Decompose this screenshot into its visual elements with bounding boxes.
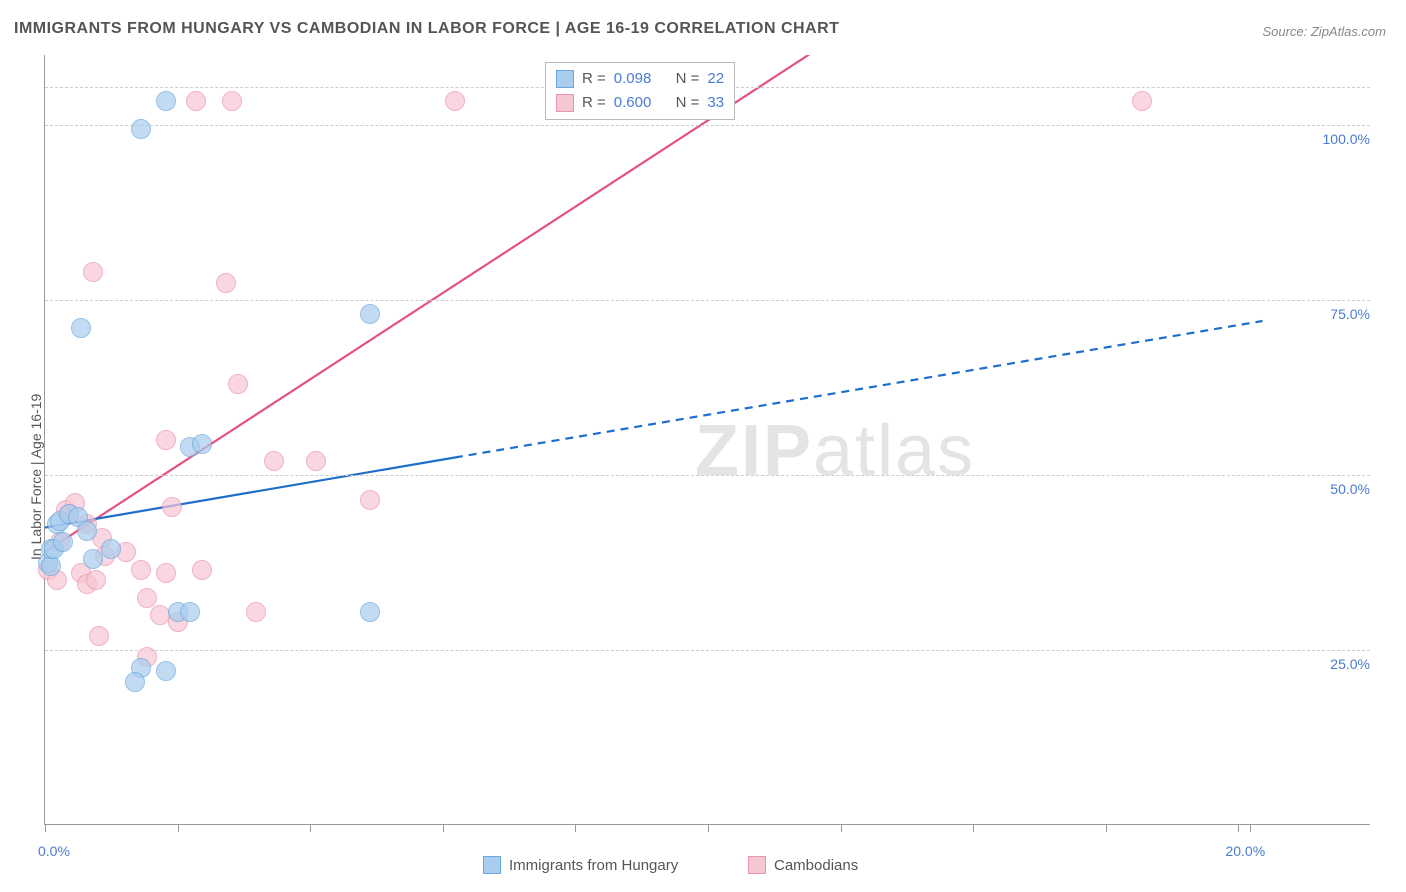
- point-series-b: [137, 588, 157, 608]
- point-series-a: [77, 521, 97, 541]
- swatch-series-b: [556, 94, 574, 112]
- source-name: ZipAtlas.com: [1311, 24, 1386, 39]
- point-series-a: [192, 434, 212, 454]
- gridline: [45, 475, 1370, 476]
- point-series-b: [360, 490, 380, 510]
- y-tick-label: 25.0%: [1300, 656, 1370, 672]
- x-tick-label: 20.0%: [1225, 843, 1265, 859]
- point-series-b: [150, 605, 170, 625]
- y-tick-label: 100.0%: [1300, 131, 1370, 147]
- x-tick: [310, 824, 311, 832]
- point-series-a: [131, 119, 151, 139]
- x-tick: [973, 824, 974, 832]
- legend-row: R = 0.098 N = 22: [556, 67, 724, 91]
- chart-container: IMMIGRANTS FROM HUNGARY VS CAMBODIAN IN …: [0, 0, 1406, 892]
- point-series-b: [228, 374, 248, 394]
- swatch-series-b: [748, 856, 766, 874]
- point-series-b: [83, 262, 103, 282]
- point-series-a: [360, 602, 380, 622]
- point-series-b: [131, 560, 151, 580]
- trend-line: [455, 321, 1263, 458]
- y-axis-label: In Labor Force | Age 16-19: [28, 394, 44, 560]
- x-tick: [841, 824, 842, 832]
- gridline: [45, 650, 1370, 651]
- x-tick: [1238, 824, 1239, 832]
- swatch-series-a: [556, 70, 574, 88]
- bottom-legend-series-b: Cambodians: [748, 856, 858, 874]
- x-tick: [443, 824, 444, 832]
- watermark-bold: ZIP: [695, 411, 813, 491]
- point-series-b: [264, 451, 284, 471]
- x-tick-label: 0.0%: [38, 843, 70, 859]
- chart-title: IMMIGRANTS FROM HUNGARY VS CAMBODIAN IN …: [14, 20, 839, 38]
- y-tick-label: 50.0%: [1300, 481, 1370, 497]
- point-series-b: [1132, 91, 1152, 111]
- point-series-a: [71, 318, 91, 338]
- x-tick: [575, 824, 576, 832]
- point-series-a: [125, 672, 145, 692]
- x-tick: [1106, 824, 1107, 832]
- point-series-b: [306, 451, 326, 471]
- point-series-a: [83, 549, 103, 569]
- trend-line: [45, 458, 455, 528]
- x-tick: [45, 824, 46, 832]
- point-series-b: [222, 91, 242, 111]
- point-series-b: [445, 91, 465, 111]
- legend-row: R = 0.600 N = 33: [556, 91, 724, 115]
- series-a-label: Immigrants from Hungary: [509, 857, 678, 874]
- x-tick: [1250, 824, 1251, 832]
- watermark-rest: atlas: [813, 411, 975, 491]
- point-series-b: [186, 91, 206, 111]
- gridline: [45, 300, 1370, 301]
- point-series-a: [41, 556, 61, 576]
- gridline: [45, 125, 1370, 126]
- point-series-a: [53, 532, 73, 552]
- trend-line: [45, 55, 841, 552]
- source-label: Source: ZipAtlas.com: [1262, 24, 1386, 39]
- point-series-b: [162, 497, 182, 517]
- point-series-a: [101, 539, 121, 559]
- point-series-b: [246, 602, 266, 622]
- plot-area: ZIPatlas: [44, 55, 1370, 825]
- point-series-a: [156, 91, 176, 111]
- point-series-a: [156, 661, 176, 681]
- series-b-label: Cambodians: [774, 857, 858, 874]
- point-series-b: [156, 563, 176, 583]
- point-series-b: [156, 430, 176, 450]
- x-tick: [178, 824, 179, 832]
- point-series-b: [216, 273, 236, 293]
- point-series-b: [86, 570, 106, 590]
- watermark: ZIPatlas: [695, 410, 975, 492]
- source-prefix: Source:: [1262, 24, 1310, 39]
- point-series-b: [192, 560, 212, 580]
- trend-lines-layer: [45, 55, 1371, 825]
- swatch-series-a: [483, 856, 501, 874]
- correlation-legend: R = 0.098 N = 22 R = 0.600 N = 33: [545, 62, 735, 120]
- point-series-b: [89, 626, 109, 646]
- x-tick: [708, 824, 709, 832]
- point-series-a: [180, 602, 200, 622]
- bottom-legend-series-a: Immigrants from Hungary: [483, 856, 678, 874]
- y-tick-label: 75.0%: [1300, 306, 1370, 322]
- point-series-a: [360, 304, 380, 324]
